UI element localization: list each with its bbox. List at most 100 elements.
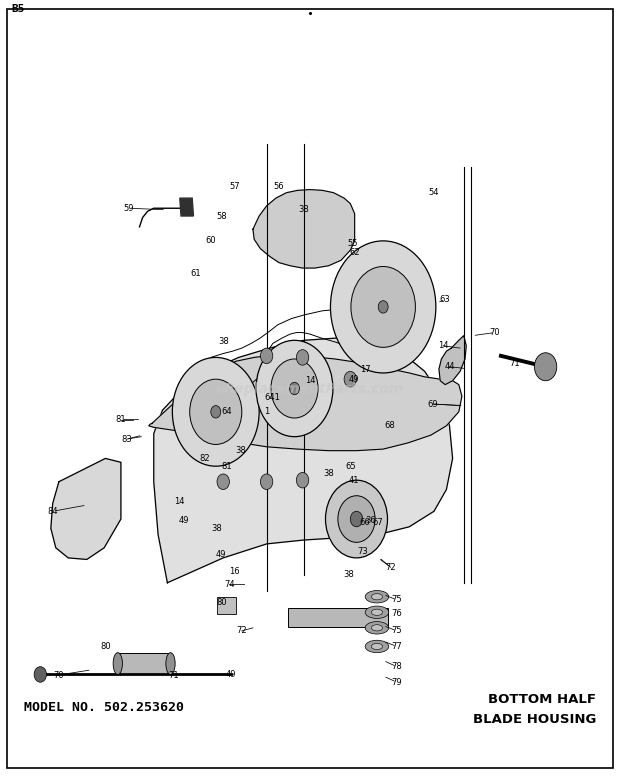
Text: 66: 66 [359,517,370,527]
Circle shape [217,474,229,490]
Text: 68: 68 [384,421,395,430]
Text: 71: 71 [168,671,179,681]
Text: 38: 38 [235,446,246,455]
Bar [118,653,170,674]
Text: 75: 75 [391,595,402,605]
Text: 17: 17 [360,364,371,374]
Circle shape [296,350,309,365]
Text: 64: 64 [221,407,232,416]
Bar [288,608,388,627]
Text: 70: 70 [489,328,500,337]
Ellipse shape [371,643,383,650]
Text: 72: 72 [236,626,247,636]
Text: 73: 73 [357,547,368,556]
Text: 72: 72 [385,563,396,572]
Text: 55: 55 [347,239,357,249]
Text: 56: 56 [273,182,285,191]
Text: 641: 641 [265,393,281,402]
Text: 84: 84 [47,507,58,516]
Ellipse shape [113,653,123,674]
Ellipse shape [166,653,175,674]
Text: 74: 74 [224,580,235,589]
Text: 38: 38 [323,469,334,479]
Text: 38: 38 [298,205,309,214]
Text: 41: 41 [348,476,358,485]
Text: 57: 57 [229,182,240,191]
Ellipse shape [365,606,389,618]
Text: 38: 38 [218,337,229,347]
Circle shape [190,379,242,444]
Circle shape [271,359,318,418]
Text: 14: 14 [175,497,185,506]
Text: 58: 58 [216,211,228,221]
Polygon shape [51,458,121,559]
Text: 16: 16 [229,566,240,576]
Text: 70: 70 [53,671,64,681]
Circle shape [344,371,356,387]
Circle shape [534,353,557,381]
Polygon shape [149,356,462,451]
Ellipse shape [371,625,383,631]
Text: 60: 60 [205,236,216,246]
Circle shape [260,348,273,364]
Text: MODEL NO. 502.253620: MODEL NO. 502.253620 [24,701,184,714]
Text: 75: 75 [391,626,402,636]
Text: B5: B5 [11,4,25,14]
Polygon shape [439,336,466,385]
Circle shape [256,340,333,437]
Polygon shape [180,198,193,216]
Text: 1: 1 [264,407,269,416]
Text: 80: 80 [100,642,111,651]
Text: 81: 81 [115,415,126,424]
Text: 80: 80 [216,598,228,607]
Circle shape [296,472,309,488]
Circle shape [351,267,415,347]
Text: 65: 65 [345,462,356,471]
Text: 62: 62 [349,248,360,257]
Text: 59: 59 [124,204,134,213]
Text: 38: 38 [211,524,223,533]
Ellipse shape [365,640,389,653]
Text: 49: 49 [179,516,188,525]
Text: 71: 71 [509,359,520,368]
Bar [217,597,236,614]
Text: 78: 78 [391,662,402,671]
Circle shape [350,511,363,527]
Text: 61: 61 [190,269,201,278]
Circle shape [290,382,299,395]
Circle shape [378,301,388,313]
Circle shape [338,496,375,542]
Text: 77: 77 [391,642,402,651]
Text: eReplacementParts.com: eReplacementParts.com [216,382,404,395]
Polygon shape [154,338,453,583]
Polygon shape [253,190,355,268]
Circle shape [211,406,221,418]
Text: 67: 67 [373,517,384,527]
Ellipse shape [365,591,389,603]
Text: 49: 49 [348,375,358,384]
Circle shape [172,357,259,466]
Ellipse shape [371,594,383,600]
Text: 49: 49 [216,550,226,559]
Text: 14: 14 [305,376,315,385]
Text: 38: 38 [343,570,354,580]
Text: 79: 79 [391,678,402,687]
Text: 76: 76 [391,609,402,618]
Text: 81: 81 [221,462,232,471]
Ellipse shape [365,622,389,634]
Text: 82: 82 [199,454,210,463]
Text: 63: 63 [440,294,451,304]
Text: 83: 83 [122,434,133,444]
Circle shape [260,474,273,490]
Circle shape [34,667,46,682]
Text: BOTTOM HALF: BOTTOM HALF [489,693,596,706]
Text: 36: 36 [365,516,376,525]
Text: 14: 14 [438,341,448,350]
Text: 54: 54 [429,188,439,197]
Text: 69: 69 [427,399,438,409]
Circle shape [326,480,388,558]
Text: 49: 49 [226,670,236,679]
Text: 44: 44 [445,362,454,371]
Ellipse shape [371,609,383,615]
Text: BLADE HOUSING: BLADE HOUSING [473,713,596,726]
